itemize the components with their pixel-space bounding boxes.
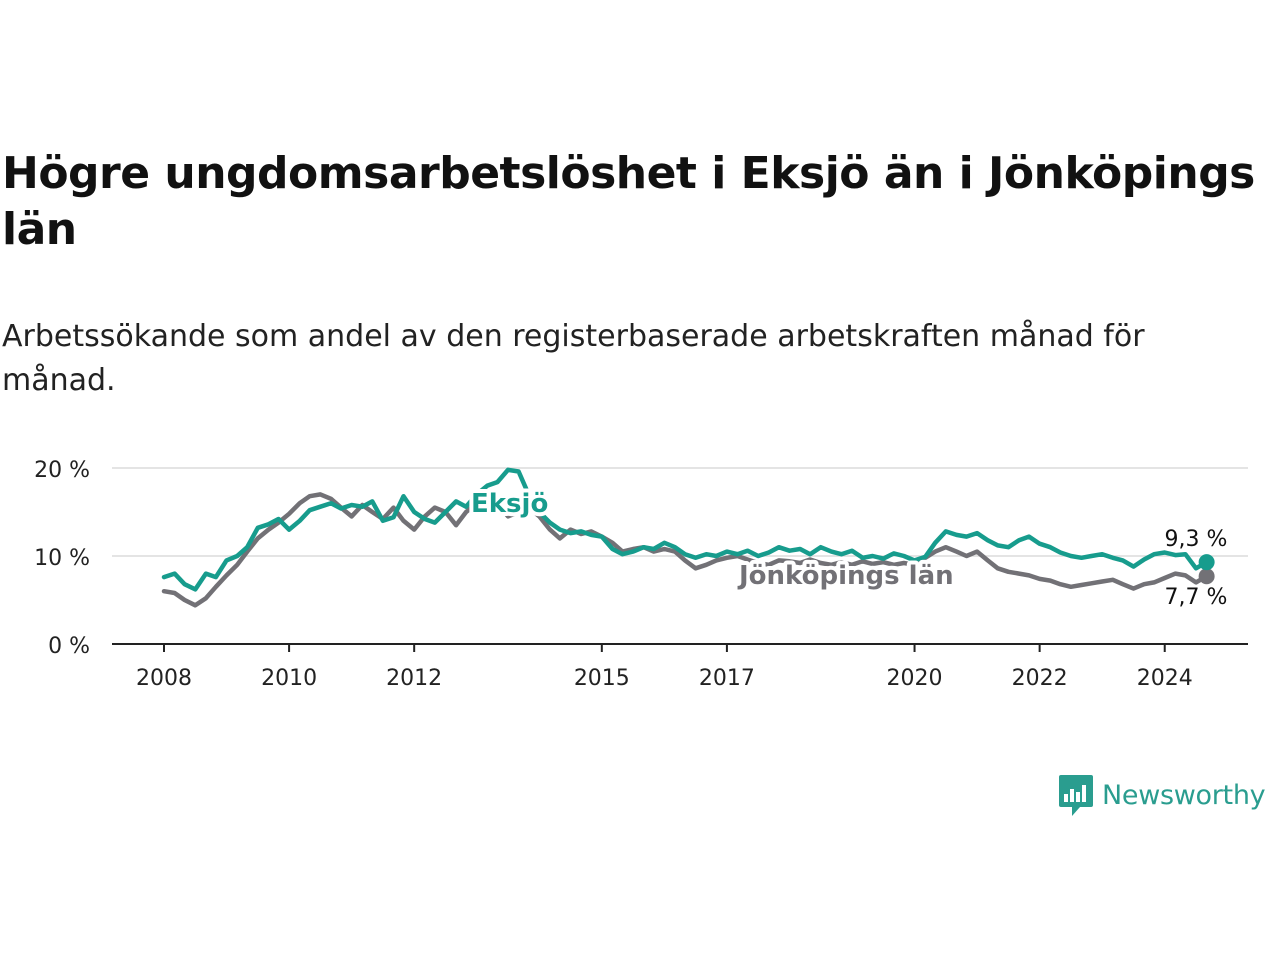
series-label-jonkopings-lan: Jönköpings län <box>737 561 954 591</box>
chart-subtitle: Arbetssökande som andel av den registerb… <box>2 319 1145 398</box>
x-tick-label: 2015 <box>574 666 630 691</box>
x-tick-label: 2024 <box>1137 666 1193 691</box>
x-tick-label: 2012 <box>386 666 442 691</box>
x-tick-label: 2020 <box>887 666 943 691</box>
brand-name: Newsworthy <box>1102 779 1266 811</box>
x-tick-label: 2008 <box>136 666 192 691</box>
y-tick-label: 0 % <box>48 634 90 659</box>
line-chart: 0 % 10 % 20 % 2008 2010 2012 2015 2017 2020 2022… <box>34 458 1248 691</box>
series-label-jonkopings-lan-halo: Jönköpings län <box>737 561 954 591</box>
y-tick-label: 20 % <box>34 458 90 483</box>
series-label-eksjo-halo: Eksjö <box>471 489 548 519</box>
series-line-eksj- <box>161 467 1209 592</box>
series-end-point <box>1198 554 1215 571</box>
gridlines <box>112 467 1248 557</box>
newsworthy-logo-icon <box>1059 775 1093 816</box>
y-axis: 0 % 10 % 20 % <box>34 458 90 659</box>
series-end-point <box>1198 568 1215 585</box>
chart-title: Högre ungdomsarbetslöshet i Eksjö än i J… <box>2 148 1255 255</box>
series-line-j-nk-pings-l-n <box>161 492 1209 608</box>
x-tick-label: 2010 <box>261 666 317 691</box>
end-value-eksjo: 9,3 % <box>1165 527 1228 552</box>
y-tick-label: 10 % <box>34 546 90 571</box>
series-label-eksjo: Eksjö <box>471 489 548 519</box>
newsworthy-logo: Newsworthy <box>1058 772 1266 818</box>
x-axis: 2008 2010 2012 2015 2017 2020 2022 2024 <box>112 643 1248 691</box>
x-tick-label: 2017 <box>699 666 755 691</box>
series-lines <box>161 467 1215 608</box>
end-value-jonkopings-lan: 7,7 % <box>1165 585 1228 610</box>
x-tick-label: 2022 <box>1012 666 1068 691</box>
